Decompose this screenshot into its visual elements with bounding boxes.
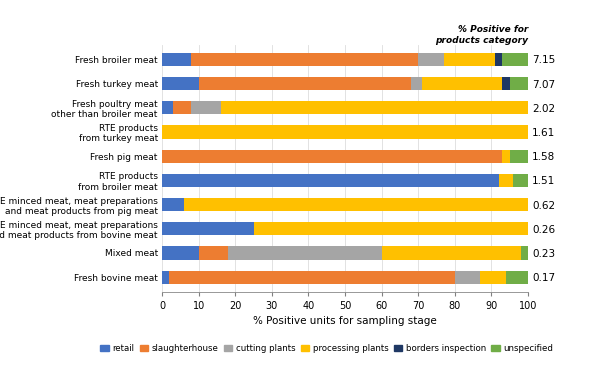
Bar	[162, 101, 173, 114]
Bar	[191, 53, 418, 66]
Bar	[481, 270, 506, 284]
Bar	[162, 125, 528, 139]
Bar	[169, 270, 455, 284]
Bar	[422, 77, 502, 90]
Bar	[191, 101, 221, 114]
Bar	[162, 222, 254, 236]
Bar	[521, 246, 528, 260]
Bar	[514, 174, 528, 187]
Bar	[510, 77, 528, 90]
Bar	[162, 270, 169, 284]
Bar	[162, 174, 499, 187]
Legend: retail, slaughterhouse, cutting plants, processing plants, borders inspection, u: retail, slaughterhouse, cutting plants, …	[97, 340, 556, 356]
Bar	[444, 53, 495, 66]
Bar	[502, 150, 510, 163]
Bar	[199, 246, 228, 260]
Bar	[228, 246, 382, 260]
Bar	[418, 53, 444, 66]
Bar	[411, 77, 422, 90]
Bar	[162, 246, 199, 260]
Bar	[499, 174, 514, 187]
Bar	[455, 270, 481, 284]
Text: % Positive for
products category: % Positive for products category	[435, 25, 528, 45]
Bar	[254, 222, 528, 236]
Bar	[495, 53, 502, 66]
Bar	[382, 246, 521, 260]
Bar	[506, 270, 528, 284]
Bar	[199, 77, 411, 90]
Bar	[502, 77, 510, 90]
Bar	[162, 77, 199, 90]
Bar	[162, 198, 184, 211]
Bar	[162, 150, 502, 163]
Bar	[510, 150, 528, 163]
Bar	[502, 53, 528, 66]
X-axis label: % Positive units for sampling stage: % Positive units for sampling stage	[253, 316, 437, 326]
Bar	[221, 101, 528, 114]
Bar	[173, 101, 191, 114]
Bar	[162, 53, 191, 66]
Bar	[184, 198, 528, 211]
